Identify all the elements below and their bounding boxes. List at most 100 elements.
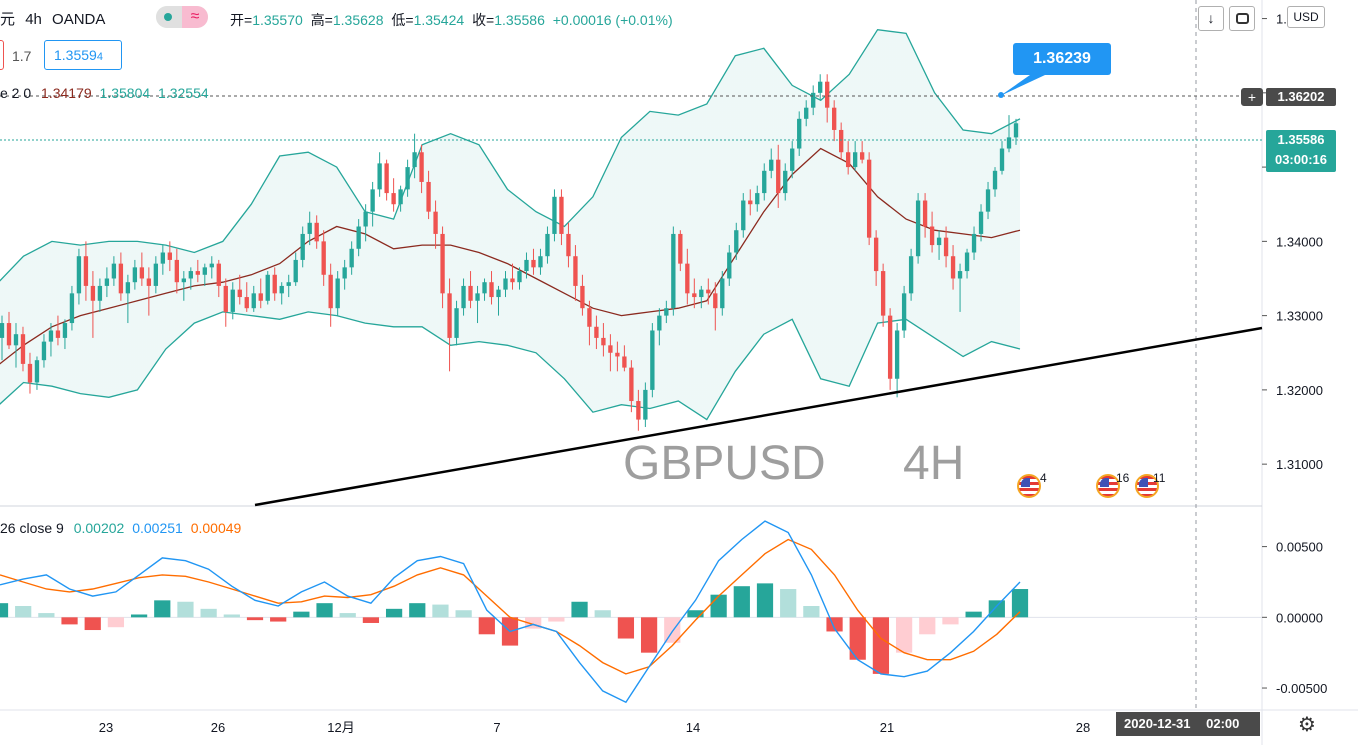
candle[interactable]	[0, 315, 5, 361]
candle[interactable]	[559, 189, 564, 246]
candle[interactable]	[27, 352, 33, 394]
header-interval[interactable]: 4h	[25, 11, 42, 28]
candle[interactable]	[41, 334, 47, 368]
candle[interactable]	[328, 263, 333, 327]
candle[interactable]	[167, 241, 173, 272]
candles[interactable]	[0, 74, 1019, 431]
candle[interactable]	[363, 204, 368, 242]
candle[interactable]	[566, 222, 571, 268]
candle[interactable]	[377, 152, 382, 197]
candle[interactable]	[489, 271, 494, 305]
candle[interactable]	[272, 267, 277, 301]
candle[interactable]	[125, 274, 131, 324]
candle[interactable]	[76, 248, 82, 305]
candle[interactable]	[314, 215, 319, 249]
candle[interactable]	[524, 252, 529, 279]
candle[interactable]	[223, 278, 228, 327]
candle[interactable]	[321, 230, 326, 286]
candle[interactable]	[370, 181, 375, 227]
candle[interactable]	[293, 252, 298, 286]
candle[interactable]	[978, 204, 984, 242]
candle[interactable]	[251, 285, 256, 312]
candle[interactable]	[755, 185, 760, 212]
candle[interactable]	[650, 323, 655, 398]
candle[interactable]	[83, 241, 89, 301]
candle[interactable]	[587, 300, 592, 346]
candle[interactable]	[929, 211, 935, 253]
candle[interactable]	[727, 245, 732, 286]
candle[interactable]	[174, 248, 179, 294]
candle[interactable]	[671, 226, 676, 316]
candle[interactable]	[852, 141, 858, 171]
candle[interactable]	[202, 263, 207, 286]
candle[interactable]	[286, 274, 291, 298]
add-alert-button[interactable]: +	[1241, 88, 1263, 106]
candle[interactable]	[845, 141, 851, 175]
candle[interactable]	[237, 274, 242, 305]
candle[interactable]	[447, 278, 452, 372]
candle[interactable]	[818, 74, 823, 101]
candle[interactable]	[265, 271, 270, 305]
candle[interactable]	[601, 323, 606, 357]
candle[interactable]	[790, 141, 795, 179]
market-status-toggle[interactable]: ≈	[156, 6, 208, 28]
candle[interactable]	[783, 163, 788, 201]
candle[interactable]	[510, 263, 515, 290]
candle[interactable]	[873, 230, 879, 286]
candle[interactable]	[552, 189, 557, 242]
candle[interactable]	[880, 263, 886, 327]
candle[interactable]	[482, 278, 487, 301]
candle[interactable]	[936, 230, 942, 260]
candle[interactable]	[685, 248, 690, 305]
candle[interactable]	[230, 282, 235, 320]
candle[interactable]	[664, 300, 669, 324]
candle[interactable]	[342, 259, 347, 290]
candle[interactable]	[349, 241, 354, 275]
candle[interactable]	[622, 345, 627, 372]
candle[interactable]	[475, 285, 480, 324]
candle[interactable]	[405, 159, 410, 197]
candle[interactable]	[720, 271, 725, 316]
candle[interactable]	[797, 111, 802, 156]
candle[interactable]	[146, 267, 152, 316]
candle[interactable]	[209, 256, 214, 279]
candle[interactable]	[503, 271, 508, 298]
candle[interactable]	[412, 133, 417, 179]
candle[interactable]	[181, 271, 186, 301]
candle[interactable]	[118, 252, 124, 301]
candle[interactable]	[216, 259, 221, 298]
candle[interactable]	[999, 141, 1005, 175]
candle[interactable]	[636, 389, 641, 431]
candle[interactable]	[657, 308, 662, 346]
candle[interactable]	[97, 278, 103, 312]
candle[interactable]	[391, 178, 396, 212]
candle[interactable]	[594, 315, 599, 350]
candle[interactable]	[307, 211, 312, 246]
candle[interactable]	[62, 319, 68, 350]
candle[interactable]	[887, 308, 893, 390]
candle[interactable]	[496, 285, 501, 316]
candle[interactable]	[188, 267, 193, 290]
settings-gear-icon[interactable]: ⚙	[1298, 714, 1316, 736]
candle[interactable]	[153, 256, 159, 294]
candle[interactable]	[160, 245, 166, 275]
bb-legend[interactable]: e 2 0 1.34179 1.35804 1.32554	[0, 85, 209, 101]
collapse-button[interactable]: ↓	[1198, 6, 1224, 31]
candle[interactable]	[971, 226, 977, 260]
candle[interactable]	[111, 256, 117, 286]
candle[interactable]	[699, 285, 704, 309]
candle[interactable]	[132, 259, 138, 290]
candle[interactable]	[573, 245, 578, 301]
candle[interactable]	[104, 267, 110, 298]
candle[interactable]	[468, 271, 473, 309]
macd-legend[interactable]: 26 close 9 0.00202 0.00251 0.00049	[0, 520, 241, 536]
candle[interactable]	[279, 282, 284, 305]
candle[interactable]	[741, 193, 746, 238]
buy-button[interactable]: 1.35594	[44, 40, 122, 70]
candle[interactable]	[713, 282, 718, 331]
candle[interactable]	[608, 334, 613, 372]
candle[interactable]	[706, 278, 711, 305]
candle[interactable]	[244, 282, 249, 312]
